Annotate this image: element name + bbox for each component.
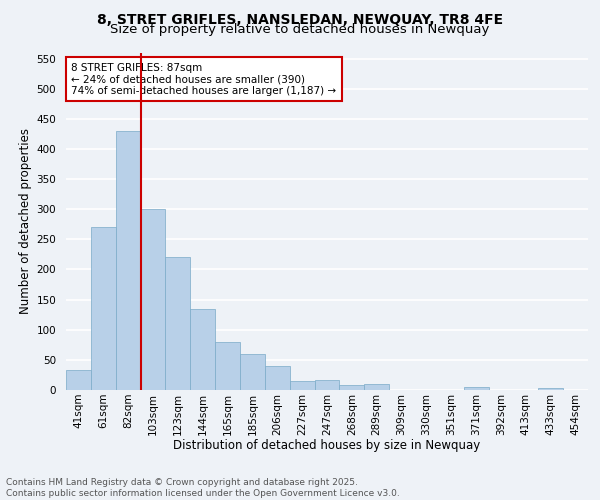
Bar <box>340 385 364 390</box>
Bar <box>190 308 215 390</box>
Bar <box>215 342 240 390</box>
X-axis label: Distribution of detached houses by size in Newquay: Distribution of detached houses by size … <box>173 439 481 452</box>
Bar <box>116 131 140 390</box>
Y-axis label: Number of detached properties: Number of detached properties <box>19 128 32 314</box>
Bar <box>66 370 91 390</box>
Bar <box>464 387 488 390</box>
Text: 8, STRET GRIFLES, NANSLEDAN, NEWQUAY, TR8 4FE: 8, STRET GRIFLES, NANSLEDAN, NEWQUAY, TR… <box>97 12 503 26</box>
Bar <box>166 258 190 390</box>
Bar <box>240 354 265 390</box>
Bar <box>91 228 116 390</box>
Bar <box>265 366 290 390</box>
Bar <box>364 384 389 390</box>
Bar <box>290 381 314 390</box>
Text: Size of property relative to detached houses in Newquay: Size of property relative to detached ho… <box>110 22 490 36</box>
Bar <box>538 388 563 390</box>
Text: 8 STRET GRIFLES: 87sqm
← 24% of detached houses are smaller (390)
74% of semi-de: 8 STRET GRIFLES: 87sqm ← 24% of detached… <box>71 62 337 96</box>
Text: Contains HM Land Registry data © Crown copyright and database right 2025.
Contai: Contains HM Land Registry data © Crown c… <box>6 478 400 498</box>
Bar <box>314 380 340 390</box>
Bar <box>140 209 166 390</box>
